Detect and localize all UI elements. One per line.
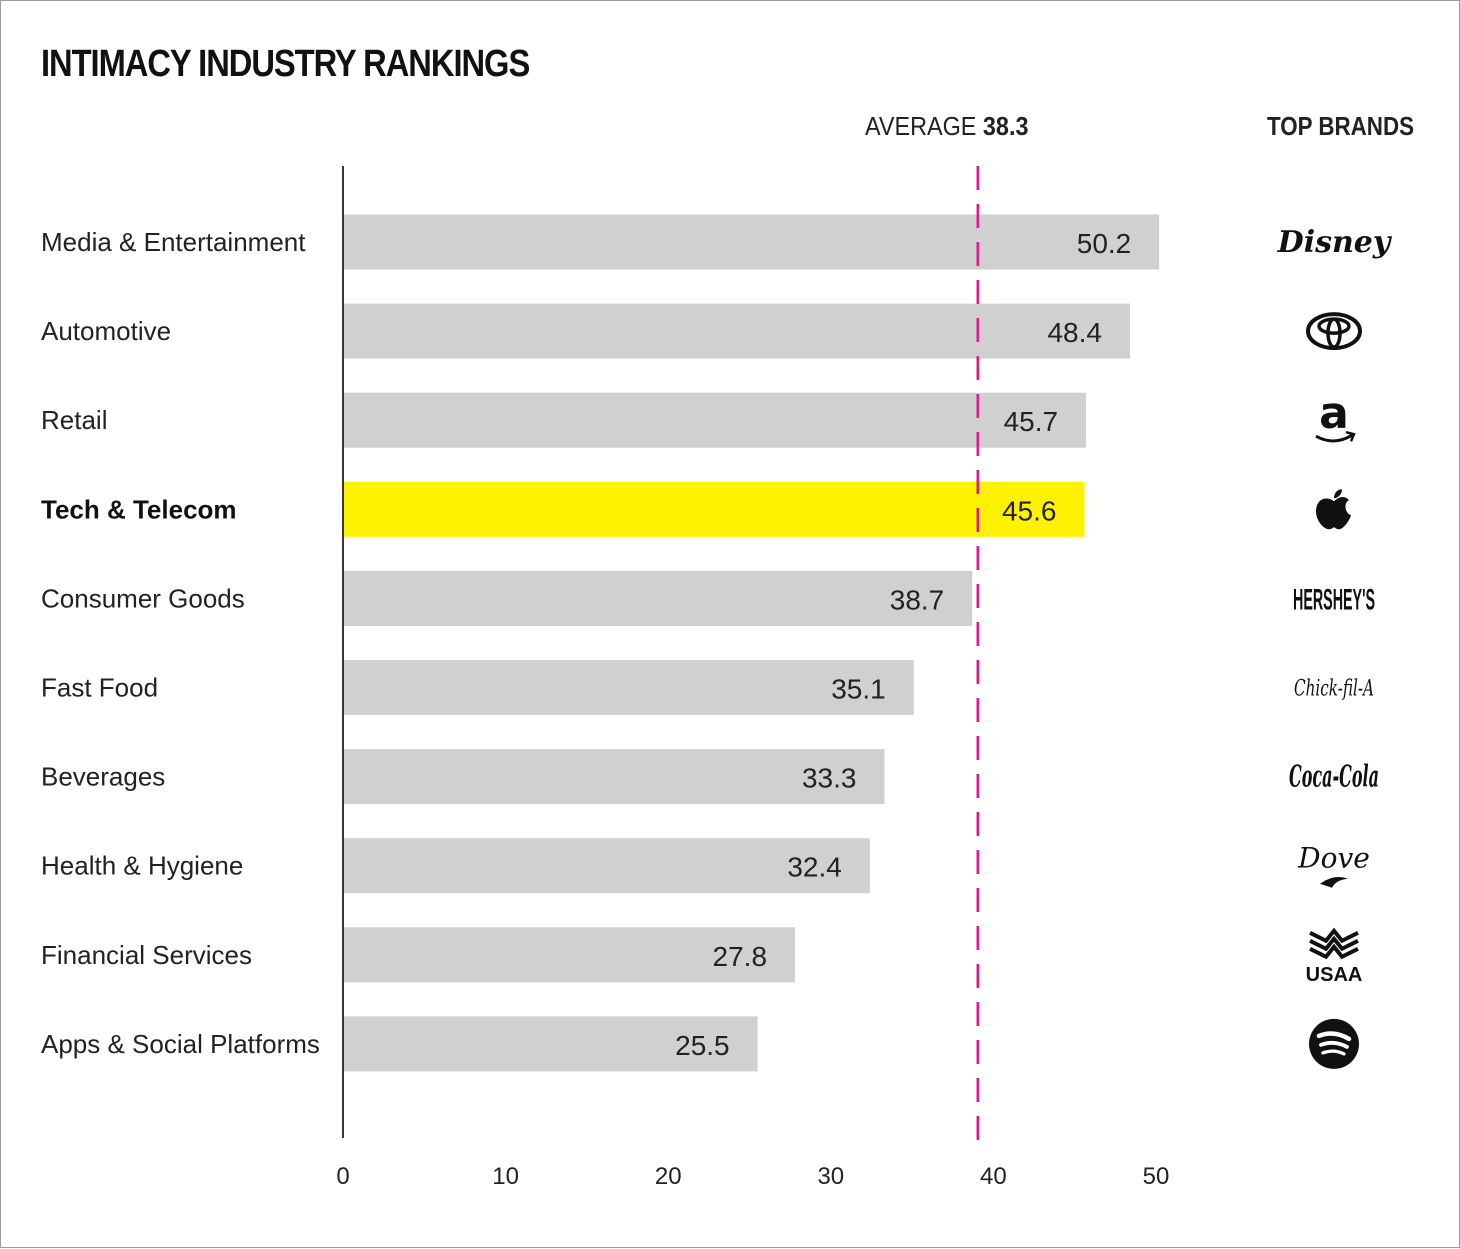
bar bbox=[343, 392, 1087, 448]
top-brands-header: TOP BRANDS bbox=[1267, 111, 1415, 141]
bar bbox=[343, 749, 885, 805]
value-label: 50.2 bbox=[1077, 228, 1132, 259]
svg-text:HERSHEY'S: HERSHEY'S bbox=[1293, 583, 1375, 616]
chick-fil-a-logo: Chick-fil-A bbox=[1294, 677, 1374, 702]
svg-text:Chick-fil-A: Chick-fil-A bbox=[1294, 677, 1374, 702]
value-label: 35.1 bbox=[831, 674, 886, 705]
bar bbox=[343, 927, 796, 983]
category-label: Apps & Social Platforms bbox=[41, 1029, 320, 1059]
average-label-text: AVERAGE bbox=[865, 111, 977, 141]
bar bbox=[343, 1016, 758, 1072]
x-tick-label: 10 bbox=[492, 1163, 519, 1190]
value-label: 45.6 bbox=[1002, 495, 1057, 526]
hersheys-logo: HERSHEY'S bbox=[1293, 583, 1375, 616]
value-label: 38.7 bbox=[890, 584, 945, 615]
bar bbox=[343, 214, 1160, 270]
disney-wordmark: Disney bbox=[1277, 225, 1393, 260]
bar bbox=[343, 303, 1130, 359]
x-tick-label: 20 bbox=[655, 1163, 682, 1190]
category-label: Tech & Telecom bbox=[41, 494, 237, 524]
amazon-logo: a bbox=[1315, 388, 1356, 443]
chart-title: INTIMACY INDUSTRY RANKINGS bbox=[41, 43, 530, 85]
toyota-logo bbox=[1306, 312, 1362, 351]
value-label: 45.7 bbox=[1004, 406, 1059, 437]
spotify-logo bbox=[1309, 1018, 1359, 1069]
bar bbox=[343, 838, 870, 894]
value-label: 48.4 bbox=[1047, 317, 1102, 348]
x-tick-label: 30 bbox=[817, 1163, 844, 1190]
value-label: 27.8 bbox=[713, 941, 768, 972]
value-label: 32.4 bbox=[787, 852, 842, 883]
category-label: Consumer Goods bbox=[41, 583, 245, 613]
svg-text:Coca-Cola: Coca-Cola bbox=[1289, 760, 1379, 795]
bar bbox=[343, 481, 1085, 537]
x-tick-label: 50 bbox=[1143, 1163, 1170, 1190]
value-label: 25.5 bbox=[675, 1030, 730, 1061]
disney-logo: Disney bbox=[1277, 225, 1393, 260]
category-label: Retail bbox=[41, 405, 107, 435]
coca-cola-logo: Coca-Cola bbox=[1289, 760, 1379, 795]
x-tick-label: 0 bbox=[336, 1163, 349, 1190]
x-tick-label: 40 bbox=[980, 1163, 1007, 1190]
average-value: 38.3 bbox=[982, 111, 1029, 141]
usaa-logo: USAA bbox=[1306, 927, 1363, 986]
category-label: Health & Hygiene bbox=[41, 851, 243, 881]
category-label: Beverages bbox=[41, 762, 165, 792]
bar bbox=[343, 660, 914, 715]
svg-text:USAA: USAA bbox=[1306, 964, 1363, 986]
svg-text:a: a bbox=[1319, 388, 1349, 439]
dove-logo: Dove bbox=[1297, 842, 1370, 888]
svg-text:Dove: Dove bbox=[1297, 842, 1370, 875]
category-label: Fast Food bbox=[41, 673, 158, 703]
category-label: Media & Entertainment bbox=[41, 227, 306, 257]
average-label: AVERAGE 38.3 bbox=[865, 111, 1028, 142]
value-label: 33.3 bbox=[802, 763, 857, 794]
apple-logo bbox=[1316, 489, 1351, 530]
category-label: Automotive bbox=[41, 316, 171, 346]
bar bbox=[343, 570, 973, 626]
category-label: Financial Services bbox=[41, 940, 252, 970]
